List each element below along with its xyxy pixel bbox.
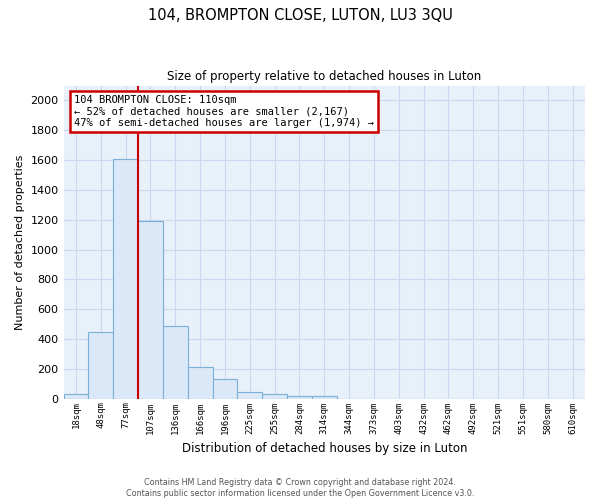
Bar <box>163 326 188 398</box>
Bar <box>88 332 113 398</box>
Bar <box>312 396 337 398</box>
Bar <box>238 392 262 398</box>
Text: 104 BROMPTON CLOSE: 110sqm
← 52% of detached houses are smaller (2,167)
47% of s: 104 BROMPTON CLOSE: 110sqm ← 52% of deta… <box>74 95 374 128</box>
Title: Size of property relative to detached houses in Luton: Size of property relative to detached ho… <box>167 70 481 83</box>
Bar <box>212 380 238 398</box>
Bar <box>113 158 138 398</box>
Bar <box>188 368 212 398</box>
Text: Contains HM Land Registry data © Crown copyright and database right 2024.
Contai: Contains HM Land Registry data © Crown c… <box>126 478 474 498</box>
Y-axis label: Number of detached properties: Number of detached properties <box>15 154 25 330</box>
Bar <box>287 396 312 398</box>
Bar <box>262 394 287 398</box>
Text: 104, BROMPTON CLOSE, LUTON, LU3 3QU: 104, BROMPTON CLOSE, LUTON, LU3 3QU <box>148 8 452 22</box>
Bar <box>138 221 163 398</box>
Bar <box>64 394 88 398</box>
X-axis label: Distribution of detached houses by size in Luton: Distribution of detached houses by size … <box>182 442 467 455</box>
